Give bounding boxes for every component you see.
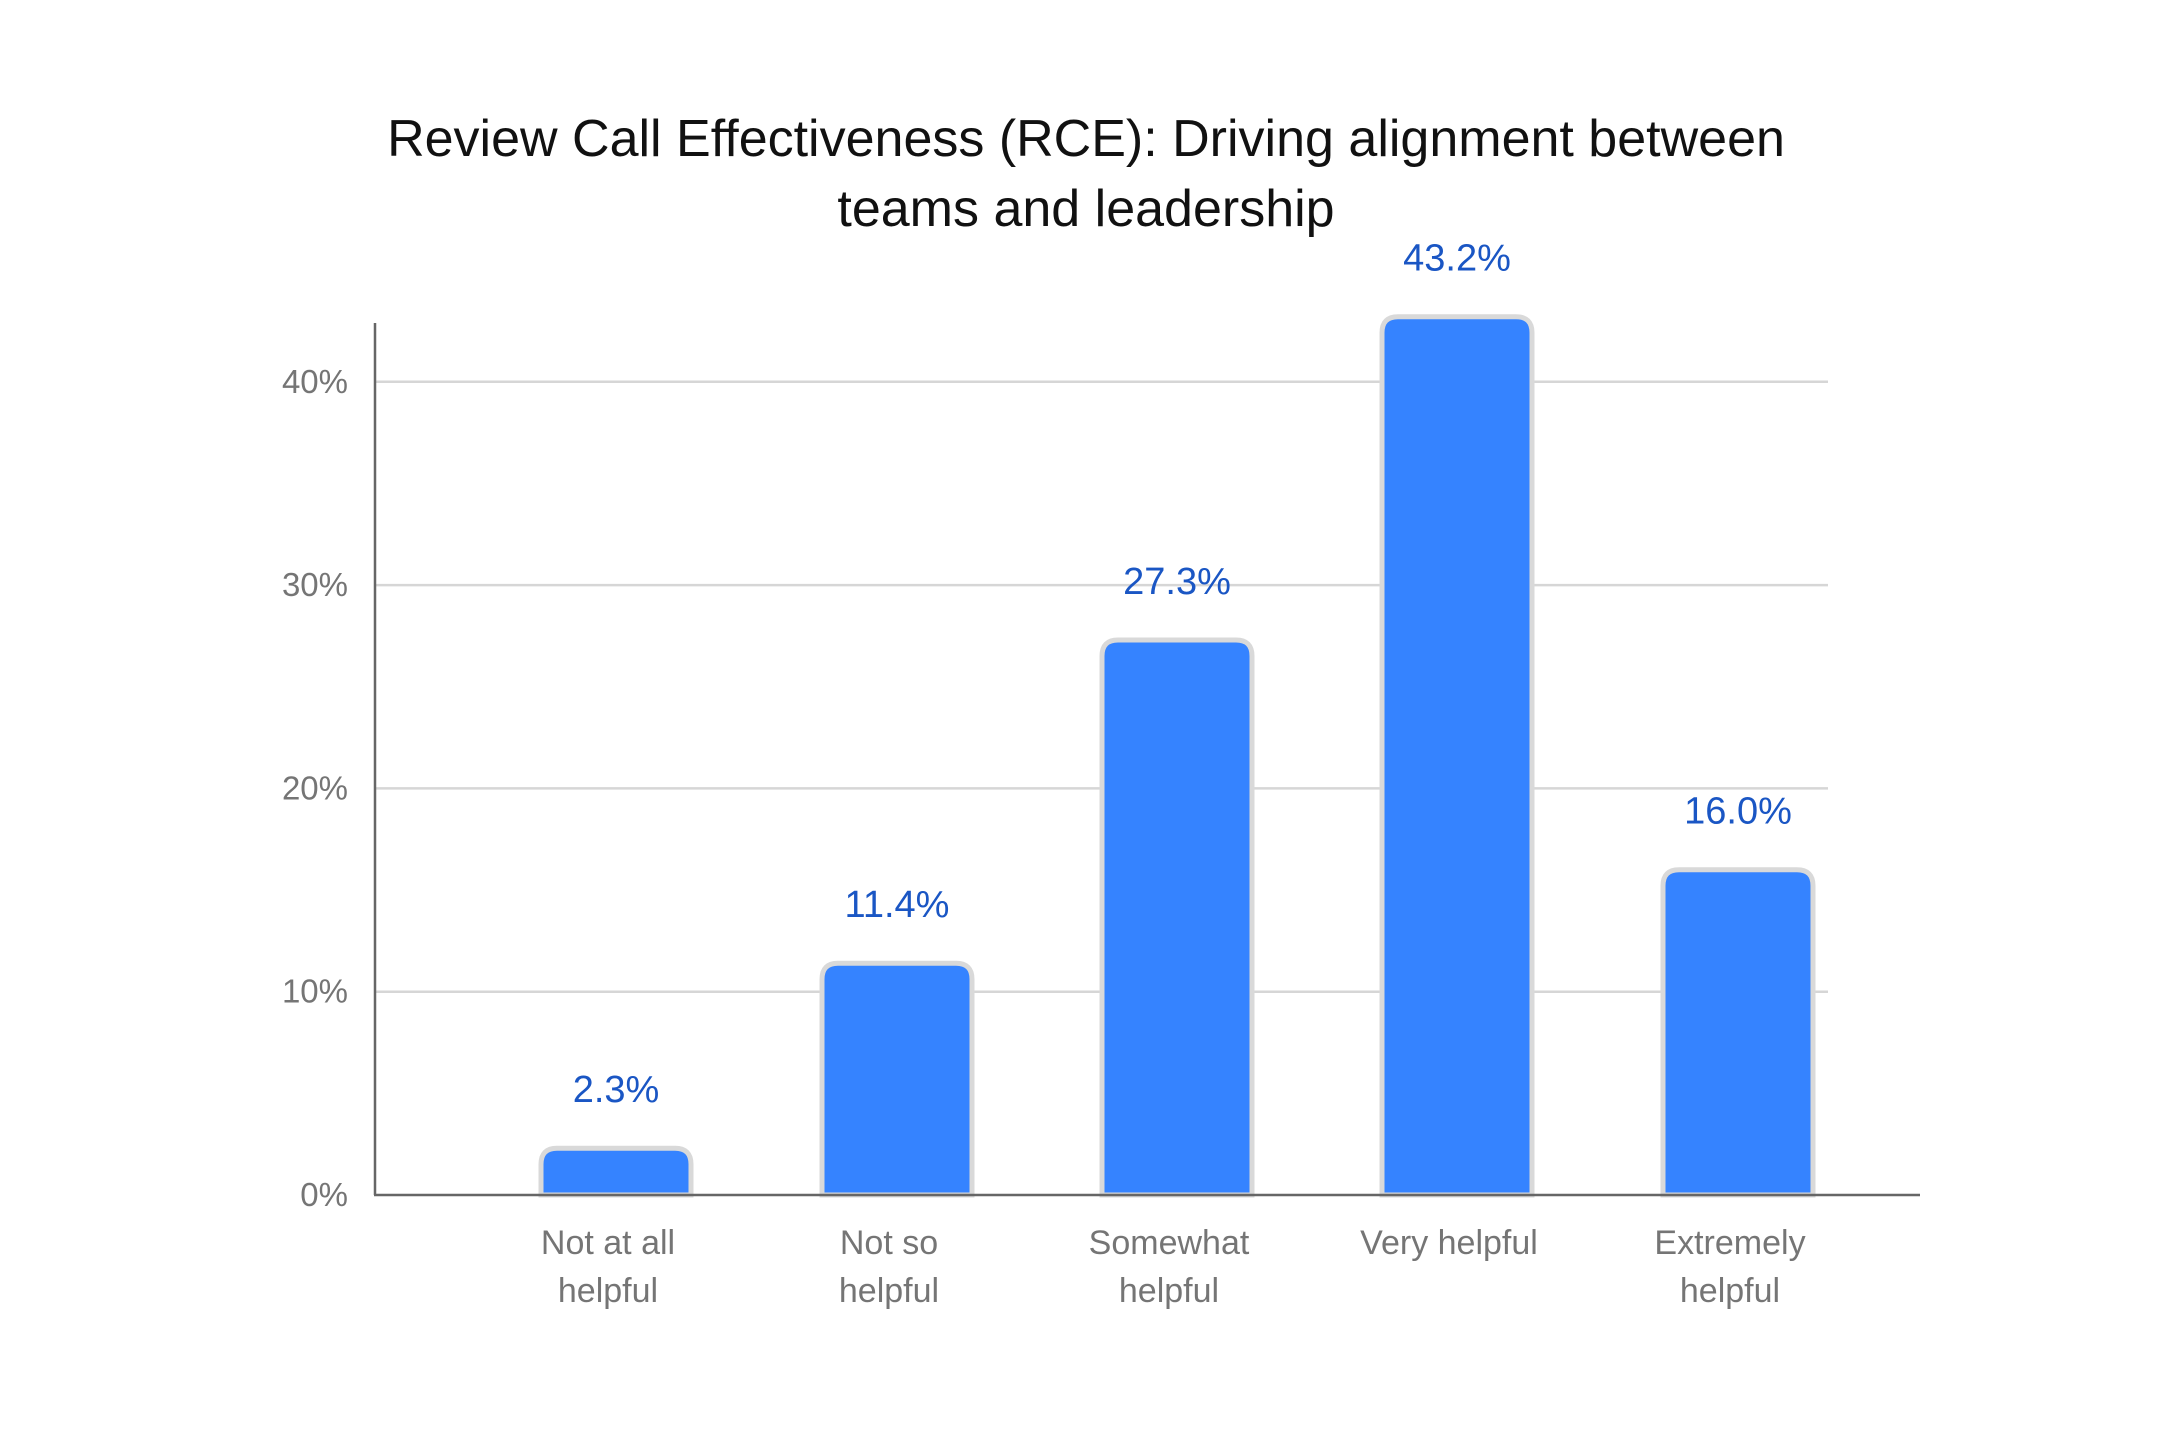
y-tick-label: 20% (282, 769, 348, 806)
x-category-label: Not at all (541, 1224, 675, 1262)
value-label: 16.0% (1684, 791, 1792, 833)
x-category-label: Very helpful (1360, 1224, 1538, 1262)
bar-extremely-helpful (1660, 867, 1816, 1198)
bar-somewhat-helpful (1099, 637, 1255, 1198)
x-category-label: helpful (1119, 1272, 1219, 1310)
value-label: 11.4% (845, 884, 950, 926)
y-tick-label: 0% (300, 1176, 348, 1213)
chart-title-line: teams and leadership (837, 180, 1334, 238)
value-labels: 2.3% 11.4% 27.3% 43.2% 16.0% (573, 238, 1792, 1111)
x-category-label: Somewhat (1089, 1224, 1250, 1262)
y-tick-label: 40% (282, 363, 348, 400)
bars (538, 314, 1816, 1198)
chart-title: Review Call Effectiveness (RCE): Driving… (387, 110, 1785, 238)
value-label: 2.3% (573, 1069, 660, 1111)
x-category-label: helpful (1680, 1272, 1780, 1310)
bar-not-so-helpful (819, 960, 975, 1198)
y-axis-ticks: 0% 10% 20% 30% 40% (282, 363, 348, 1213)
bar-not-at-all-helpful (538, 1145, 694, 1198)
x-category-label: helpful (839, 1272, 939, 1310)
x-category-label: helpful (558, 1272, 658, 1310)
y-tick-label: 30% (282, 566, 348, 603)
value-label: 27.3% (1123, 561, 1231, 603)
value-label: 43.2% (1403, 238, 1511, 280)
x-category-label: Not so (840, 1224, 938, 1262)
chart-title-line: Review Call Effectiveness (RCE): Driving… (387, 110, 1785, 168)
bar-very-helpful (1379, 314, 1535, 1198)
y-tick-label: 10% (282, 973, 348, 1010)
x-category-label: Extremely (1654, 1224, 1805, 1262)
x-axis-categories: Not at all helpful Not so helpful Somewhat he… (541, 1224, 1806, 1310)
